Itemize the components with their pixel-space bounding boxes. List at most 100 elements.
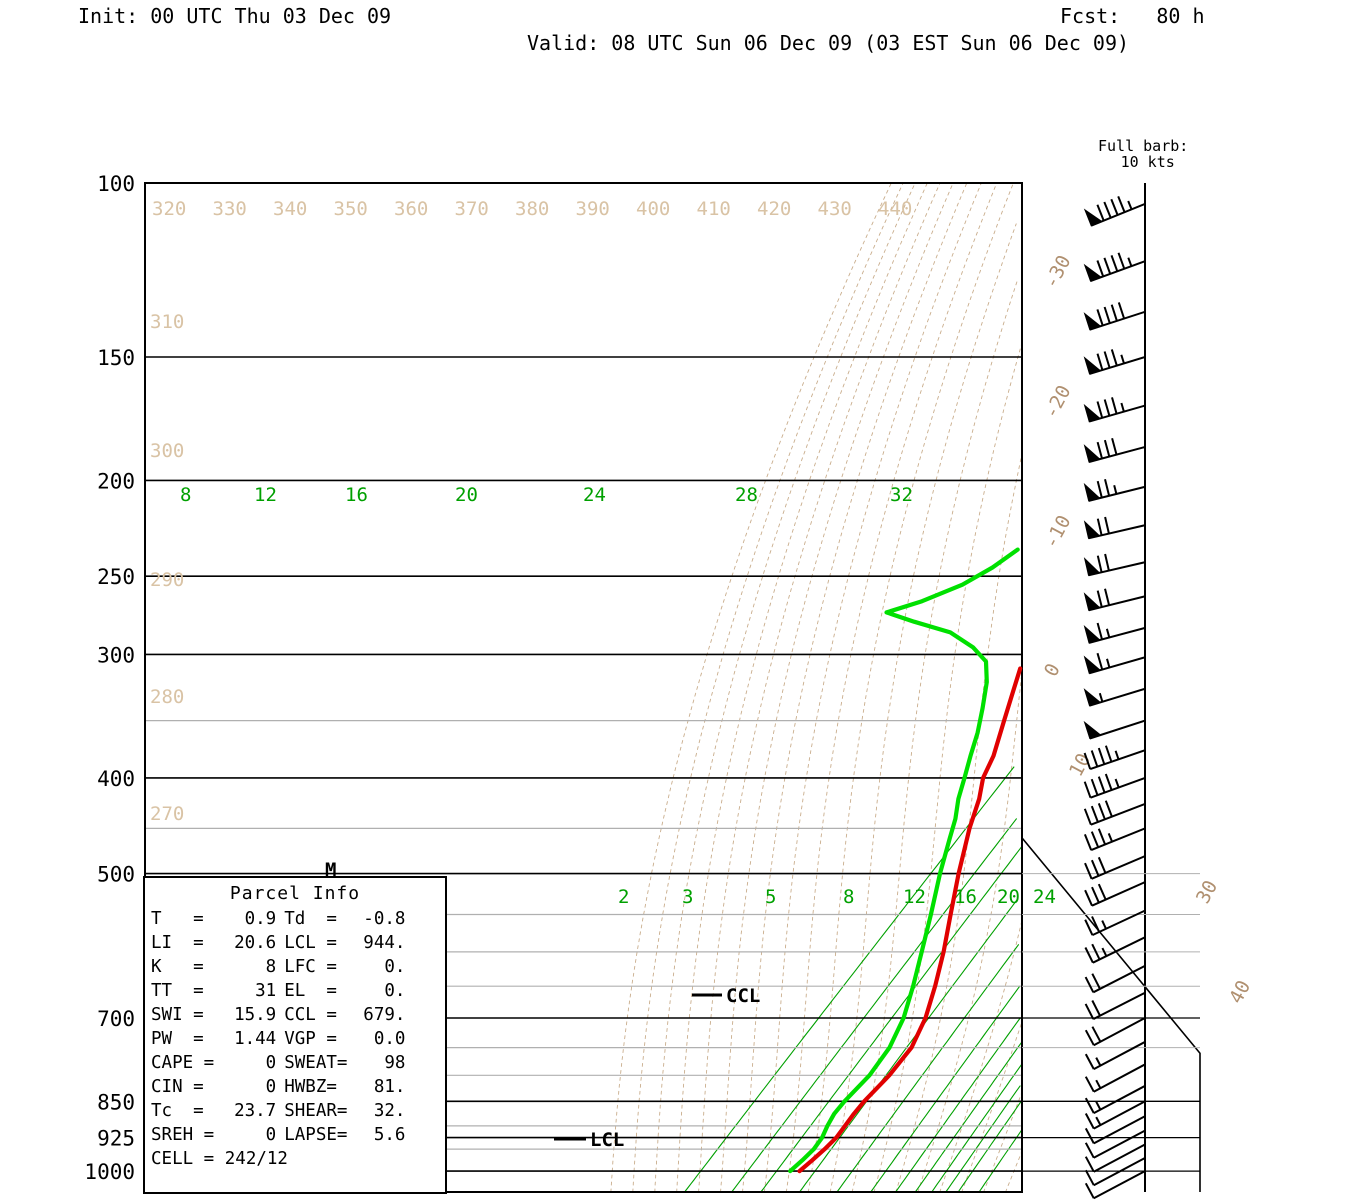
wind-barb — [1083, 827, 1146, 852]
parcel-v1: 15.9 — [234, 1005, 277, 1025]
theta-label: 330 — [213, 198, 247, 220]
pressure-label: 250 — [97, 565, 135, 589]
wind-barb — [1084, 1017, 1146, 1047]
m-marker-label: M — [325, 859, 336, 881]
theta-label: 320 — [152, 198, 186, 220]
parcel-info-row: T = 0.9 Td = -0.8 — [151, 907, 405, 931]
isotherm-axis-labels: -30 -20 -10 0 10 30 40 — [1040, 252, 1255, 1008]
parcel-info-row: CAPE = 0 SWEAT= 98 — [151, 1051, 405, 1075]
isotherm-label: -10 — [1040, 512, 1076, 553]
mixing-ratio-label: 16 — [954, 886, 977, 908]
parcel-info-row: CELL = 242/12 — [151, 1147, 405, 1171]
theta-label: 380 — [515, 198, 549, 220]
wind-barb — [1083, 687, 1146, 707]
parcel-k1: CIN = — [151, 1077, 204, 1097]
parcel-v2: 0. — [384, 957, 406, 977]
mixing-ratio-label: 20 — [997, 886, 1020, 908]
wind-barb — [1083, 252, 1146, 283]
theta-label: 410 — [697, 198, 731, 220]
mixing-ratio-label: 12 — [903, 886, 926, 908]
wind-barb — [1083, 397, 1146, 423]
valid-time-label: Valid: 08 UTC Sun 06 Dec 09 (03 EST Sun … — [527, 31, 1130, 55]
wind-barb — [1084, 1157, 1146, 1187]
parcel-k1: SREH = — [151, 1125, 215, 1145]
wind-barb — [1083, 553, 1146, 577]
parcel-k2: SHEAR= — [284, 1101, 348, 1121]
parcel-v1: 1.44 — [234, 1029, 277, 1049]
mixing-ratio-label: 12 — [254, 484, 277, 506]
parcel-v2: 944. — [363, 933, 406, 953]
parcel-v1: 0 — [265, 1053, 277, 1073]
pressure-label: 1000 — [84, 1160, 135, 1184]
parcel-k1: LI = — [151, 933, 204, 953]
parcel-v2: -0.8 — [363, 909, 406, 929]
parcel-info-row: Tc = 23.7 SHEAR= 32. — [151, 1099, 405, 1123]
mixing-ratio-lines-group — [684, 766, 1023, 1193]
parcel-v2: 5.6 — [373, 1125, 406, 1145]
wind-barb — [1084, 1063, 1146, 1093]
theta-label: 290 — [150, 569, 184, 591]
parcel-v1: 0 — [265, 1125, 277, 1145]
mixing-ratio-label: 20 — [455, 484, 478, 506]
forecast-hour-label: Fcst: 80 h — [1060, 4, 1205, 28]
isotherm-label: 40 — [1225, 977, 1255, 1008]
parcel-v1: 31 — [255, 981, 277, 1001]
pressure-label: 300 — [97, 643, 135, 667]
mixing-ratio-label: 8 — [180, 484, 191, 506]
isotherm-label: 30 — [1192, 877, 1222, 908]
wind-barb — [1083, 196, 1146, 227]
parcel-k2: LCL = — [284, 933, 337, 953]
parcel-k2: HWBZ= — [284, 1077, 337, 1097]
wind-barb — [1083, 773, 1146, 799]
theta-label: 430 — [818, 198, 852, 220]
lcl-label: LCL — [590, 1129, 624, 1151]
pressure-label: 400 — [97, 767, 135, 791]
parcel-k2: VGP = — [284, 1029, 337, 1049]
theta-label: 270 — [150, 803, 184, 825]
parcel-k1: PW = — [151, 1029, 204, 1049]
parcel-v1: 8 — [265, 957, 277, 977]
wind-barb — [1084, 991, 1146, 1020]
parcel-k2: SWEAT= — [284, 1053, 348, 1073]
theta-labels: 320 330 340 350 360 370 380 390 400 410 420 430 440 3… — [150, 198, 912, 825]
theta-label: 310 — [150, 311, 184, 333]
isotherm-label: -30 — [1040, 252, 1076, 293]
theta-label: 280 — [150, 686, 184, 708]
ccl-label: CCL — [726, 985, 760, 1007]
wind-barb — [1084, 1143, 1146, 1173]
isotherm-label: -20 — [1040, 382, 1076, 423]
pressure-label: 100 — [97, 172, 135, 196]
wind-barb — [1084, 1041, 1146, 1070]
level-markers-group: CCL LCL M — [325, 859, 760, 1151]
parcel-info-title: Parcel Info — [229, 883, 361, 904]
parcel-v1: 0.9 — [244, 909, 277, 929]
parcel-k1: SWI = — [151, 1005, 204, 1025]
pressure-label: 200 — [97, 469, 135, 493]
parcel-k1: CAPE = — [151, 1053, 215, 1073]
theta-label: 370 — [455, 198, 489, 220]
wind-barb — [1083, 800, 1146, 826]
mixing-ratio-label: 24 — [583, 484, 606, 506]
wind-barb — [1084, 1085, 1146, 1114]
wind-barb-legend: Full barb: 10 kts — [1098, 137, 1189, 171]
theta-label: 440 — [878, 198, 912, 220]
parcel-v2: 0.0 — [373, 1029, 406, 1049]
wind-barb — [1084, 855, 1146, 880]
wind-barb — [1083, 719, 1146, 740]
pressure-label: 150 — [97, 346, 135, 370]
parcel-k2: Td = — [284, 909, 337, 929]
moist-adiabats-group — [610, 182, 1023, 1193]
wind-barb — [1084, 1129, 1146, 1159]
parcel-info-table: T = 0.9 Td = -0.8 LI = 20.6 LCL = 944. K = 8 LFC =… — [151, 907, 405, 1171]
parcel-info-row: TT = 31 EL = 0. — [151, 979, 405, 1003]
wind-barb — [1083, 479, 1146, 502]
theta-label: 400 — [636, 198, 670, 220]
mixing-ratio-label: 28 — [735, 484, 758, 506]
parcel-v2: 81. — [373, 1077, 406, 1097]
mixing-ratio-label: 32 — [890, 484, 913, 506]
parcel-v2: 98 — [384, 1053, 406, 1073]
wind-barb — [1083, 652, 1146, 675]
wind-barb — [1083, 302, 1146, 331]
isotherm-label: 10 — [1065, 750, 1095, 781]
mixing-ratio-label: 16 — [345, 484, 368, 506]
